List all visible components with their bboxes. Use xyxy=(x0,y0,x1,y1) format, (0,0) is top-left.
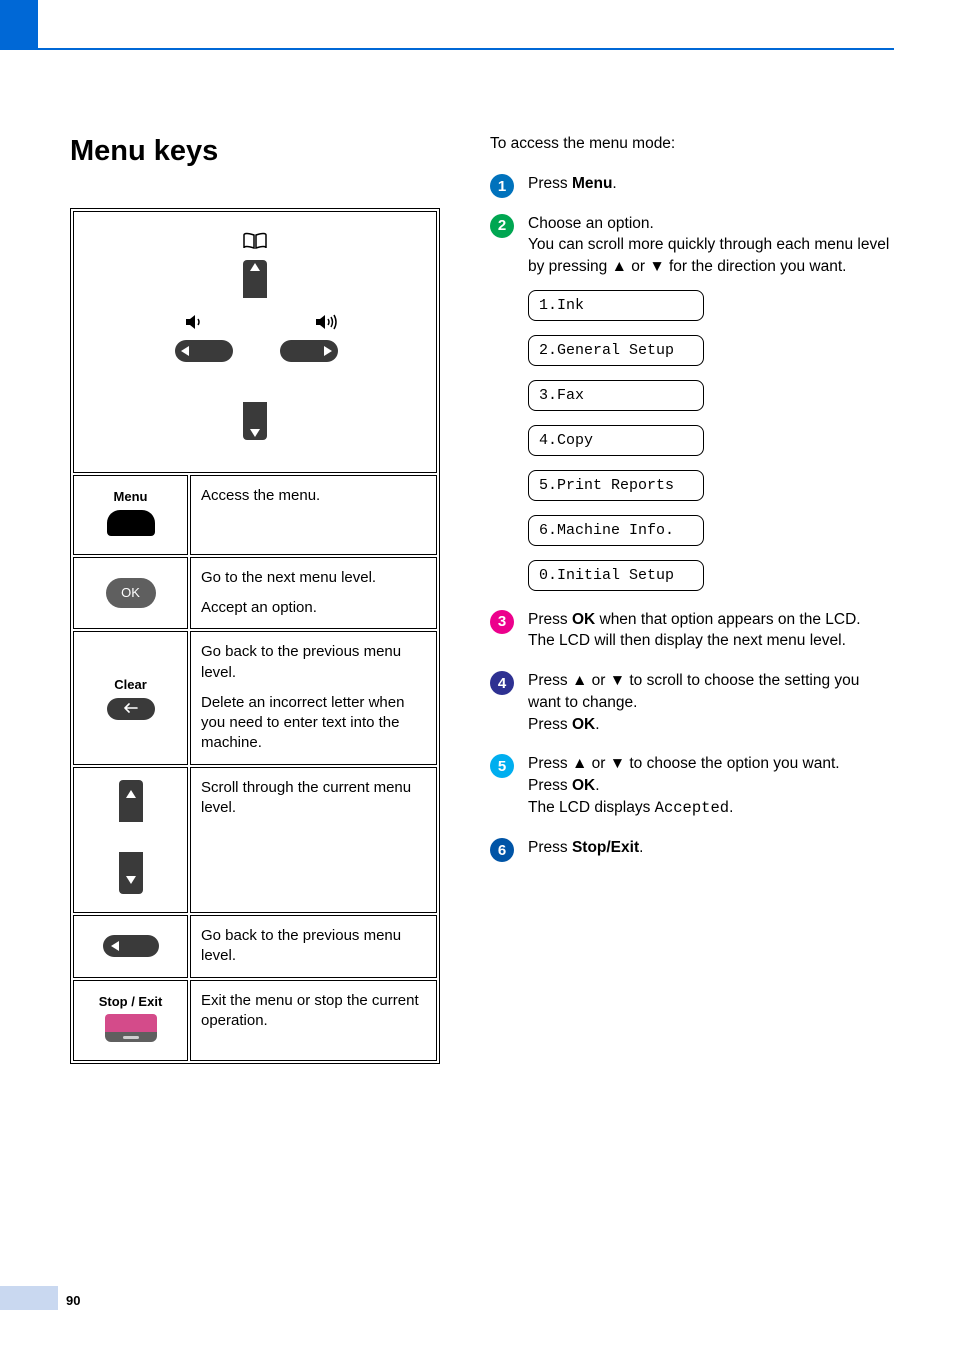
control-pad-diagram xyxy=(73,211,437,473)
page-number: 90 xyxy=(66,1293,80,1308)
speaker-high-icon xyxy=(315,314,339,336)
stop-key xyxy=(105,1014,157,1042)
step-number-icon: 3 xyxy=(490,610,514,634)
stop-key-desc: Exit the menu or stop the current operat… xyxy=(190,980,437,1062)
header-blue-tab xyxy=(0,0,38,50)
lcd-item: 6.Machine Info. xyxy=(528,515,704,546)
menu-key-shape xyxy=(107,510,155,536)
page-number-bar xyxy=(0,1286,58,1310)
page-title: Menu keys xyxy=(70,135,440,168)
table-row: Go back to the previous menu level. xyxy=(73,915,437,978)
step-1: 1 Press Menu. xyxy=(490,173,894,195)
menu-key-label: Menu xyxy=(78,488,183,506)
step-number-icon: 4 xyxy=(490,671,514,695)
step-number-icon: 5 xyxy=(490,754,514,778)
menu-key: Menu xyxy=(78,488,183,542)
right-button xyxy=(280,340,338,362)
down-button xyxy=(243,402,267,440)
up-triangle-icon: ▲ xyxy=(572,672,587,689)
lcd-item: 2.General Setup xyxy=(528,335,704,366)
ok-key-desc: Go to the next menu level. xyxy=(201,568,426,588)
step-2: 2 Choose an option. You can scroll more … xyxy=(490,213,894,591)
step-number-icon: 1 xyxy=(490,174,514,198)
step-3: 3 Press OK when that option appears on t… xyxy=(490,609,894,652)
stop-key-label: Stop / Exit xyxy=(78,993,183,1011)
lcd-item: 4.Copy xyxy=(528,425,704,456)
clear-key-desc: Delete an incorrect letter when you need… xyxy=(201,693,426,754)
step-4: 4 Press ▲ or ▼ to scroll to choose the s… xyxy=(490,670,894,735)
header-blue-line xyxy=(38,48,894,50)
down-key xyxy=(119,852,143,894)
clear-key-label: Clear xyxy=(78,676,183,694)
ok-key: OK xyxy=(106,578,156,608)
step-number-icon: 6 xyxy=(490,838,514,862)
table-row: Clear Go back to the previous menu level… xyxy=(73,631,437,764)
lcd-item: 3.Fax xyxy=(528,380,704,411)
up-triangle-icon: ▲ xyxy=(572,755,587,772)
book-icon xyxy=(242,232,268,256)
up-triangle-icon: ▲ xyxy=(612,258,627,275)
lcd-item: 0.Initial Setup xyxy=(528,560,704,591)
scroll-key-desc: Scroll through the current menu level. xyxy=(190,767,437,914)
down-triangle-icon: ▼ xyxy=(610,755,625,772)
step-number-icon: 2 xyxy=(490,214,514,238)
menu-key-desc: Access the menu. xyxy=(190,475,437,555)
down-triangle-icon: ▼ xyxy=(610,672,625,689)
left-key xyxy=(103,935,159,957)
speaker-low-icon xyxy=(185,314,205,336)
down-triangle-icon: ▼ xyxy=(649,258,664,275)
up-button xyxy=(243,260,267,298)
menu-keys-table: Menu Access the menu. OK Go to the next … xyxy=(70,208,440,1064)
table-row: Scroll through the current menu level. xyxy=(73,767,437,914)
back-key-desc: Go back to the previous menu level. xyxy=(190,915,437,978)
left-button xyxy=(175,340,233,362)
intro-text: To access the menu mode: xyxy=(490,135,894,153)
step-5: 5 Press ▲ or ▼ to choose the option you … xyxy=(490,753,894,819)
step-6: 6 Press Stop/Exit. xyxy=(490,837,894,859)
clear-key xyxy=(107,698,155,720)
ok-key-desc: Accept an option. xyxy=(201,598,426,618)
clear-key-desc: Go back to the previous menu level. xyxy=(201,642,426,683)
lcd-item: 5.Print Reports xyxy=(528,470,704,501)
table-row: Menu Access the menu. xyxy=(73,475,437,555)
up-key xyxy=(119,780,143,822)
lcd-menu-list: 1.Ink 2.General Setup 3.Fax 4.Copy 5.Pri… xyxy=(528,290,894,591)
table-row: Stop / Exit Exit the menu or stop the cu… xyxy=(73,980,437,1062)
table-row: OK Go to the next menu level. Accept an … xyxy=(73,557,437,630)
lcd-item: 1.Ink xyxy=(528,290,704,321)
